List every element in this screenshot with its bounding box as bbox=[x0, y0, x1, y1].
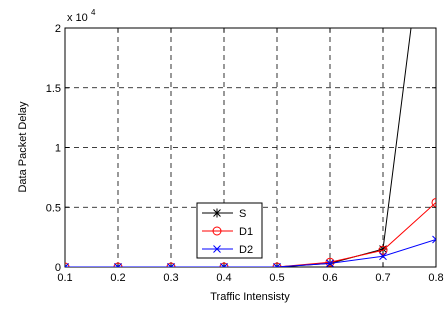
x-tick-label: 0.7 bbox=[375, 272, 390, 284]
x-tick-label: 0.2 bbox=[110, 272, 125, 284]
series-line bbox=[65, 28, 412, 267]
legend-marker bbox=[212, 226, 222, 236]
marker bbox=[65, 263, 69, 267]
marker bbox=[378, 245, 388, 255]
legend-label: S bbox=[239, 208, 246, 220]
plot-lines bbox=[65, 28, 436, 267]
legend-label: D1 bbox=[239, 226, 253, 238]
marker bbox=[219, 262, 229, 267]
legend-label: D2 bbox=[239, 244, 253, 256]
y-axis-label: Data Packet Delay bbox=[17, 101, 29, 193]
marker bbox=[326, 259, 334, 267]
series-line bbox=[65, 202, 436, 267]
y-tick-label: 0 bbox=[55, 262, 61, 274]
x-tick-label: 0.5 bbox=[269, 272, 284, 284]
x-tick-label: 0.4 bbox=[216, 272, 231, 284]
marker bbox=[431, 197, 436, 207]
marker bbox=[220, 263, 228, 267]
y-tick-label: 2 bbox=[55, 23, 61, 35]
y-multiplier: x 10 bbox=[67, 12, 88, 24]
marker bbox=[272, 262, 282, 267]
legend-marker bbox=[212, 208, 222, 218]
marker bbox=[166, 262, 176, 267]
marker bbox=[167, 263, 175, 267]
y-tick-label: 1 bbox=[55, 143, 61, 155]
x-tick-label: 0.6 bbox=[322, 272, 337, 284]
y-multiplier-exponent: 4 bbox=[91, 8, 96, 17]
x-axis-label: Traffic Intensisty bbox=[210, 291, 290, 303]
y-tick-label: 1.5 bbox=[46, 83, 61, 95]
marker bbox=[114, 263, 122, 267]
marker bbox=[379, 252, 387, 261]
y-tick-label: 0.5 bbox=[46, 202, 61, 214]
marker bbox=[273, 263, 281, 267]
legend-marker bbox=[213, 245, 221, 253]
x-tick-label: 0.8 bbox=[428, 272, 443, 284]
marker bbox=[378, 244, 388, 254]
series-line bbox=[65, 239, 436, 267]
x-tick-label: 0.1 bbox=[57, 272, 72, 284]
marker bbox=[325, 257, 335, 267]
marker bbox=[113, 262, 123, 267]
x-tick-label: 0.3 bbox=[163, 272, 178, 284]
marker bbox=[432, 235, 436, 244]
